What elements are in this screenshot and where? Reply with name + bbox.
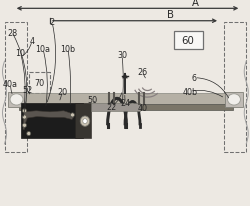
Text: 10b: 10b [60,45,76,54]
Text: 40b: 40b [182,87,198,96]
Text: 4: 4 [30,37,35,46]
Text: 24: 24 [121,99,131,108]
Text: 50: 50 [88,95,98,104]
Text: 52: 52 [22,85,32,94]
Ellipse shape [228,94,240,105]
Text: B: B [166,10,173,20]
Text: 10a: 10a [36,45,51,54]
Ellipse shape [22,124,26,128]
Text: A: A [192,0,198,8]
Text: 30: 30 [117,51,127,60]
Ellipse shape [83,119,87,124]
Text: 26: 26 [138,68,147,77]
Ellipse shape [10,94,23,105]
Ellipse shape [70,113,74,117]
Text: 10: 10 [16,49,26,58]
Text: 28: 28 [7,28,17,37]
Bar [8,92,26,108]
Text: 70: 70 [34,79,44,88]
Ellipse shape [22,109,26,113]
Bar [174,32,203,49]
Bar [91,103,140,111]
Text: 2: 2 [50,18,54,27]
Bar [74,104,91,138]
Ellipse shape [22,115,26,119]
Bar [19,104,233,110]
Ellipse shape [27,132,31,136]
Polygon shape [23,111,74,130]
Text: 22: 22 [106,103,117,112]
Text: 40a: 40a [3,80,18,89]
Ellipse shape [80,116,90,127]
Bar [29,73,50,94]
Bar [21,104,82,138]
Text: 20: 20 [57,87,67,96]
Text: 40: 40 [138,104,147,113]
Text: 60: 60 [182,36,194,46]
Text: 6: 6 [192,74,197,83]
Bar [19,93,233,104]
Bar [225,92,243,108]
